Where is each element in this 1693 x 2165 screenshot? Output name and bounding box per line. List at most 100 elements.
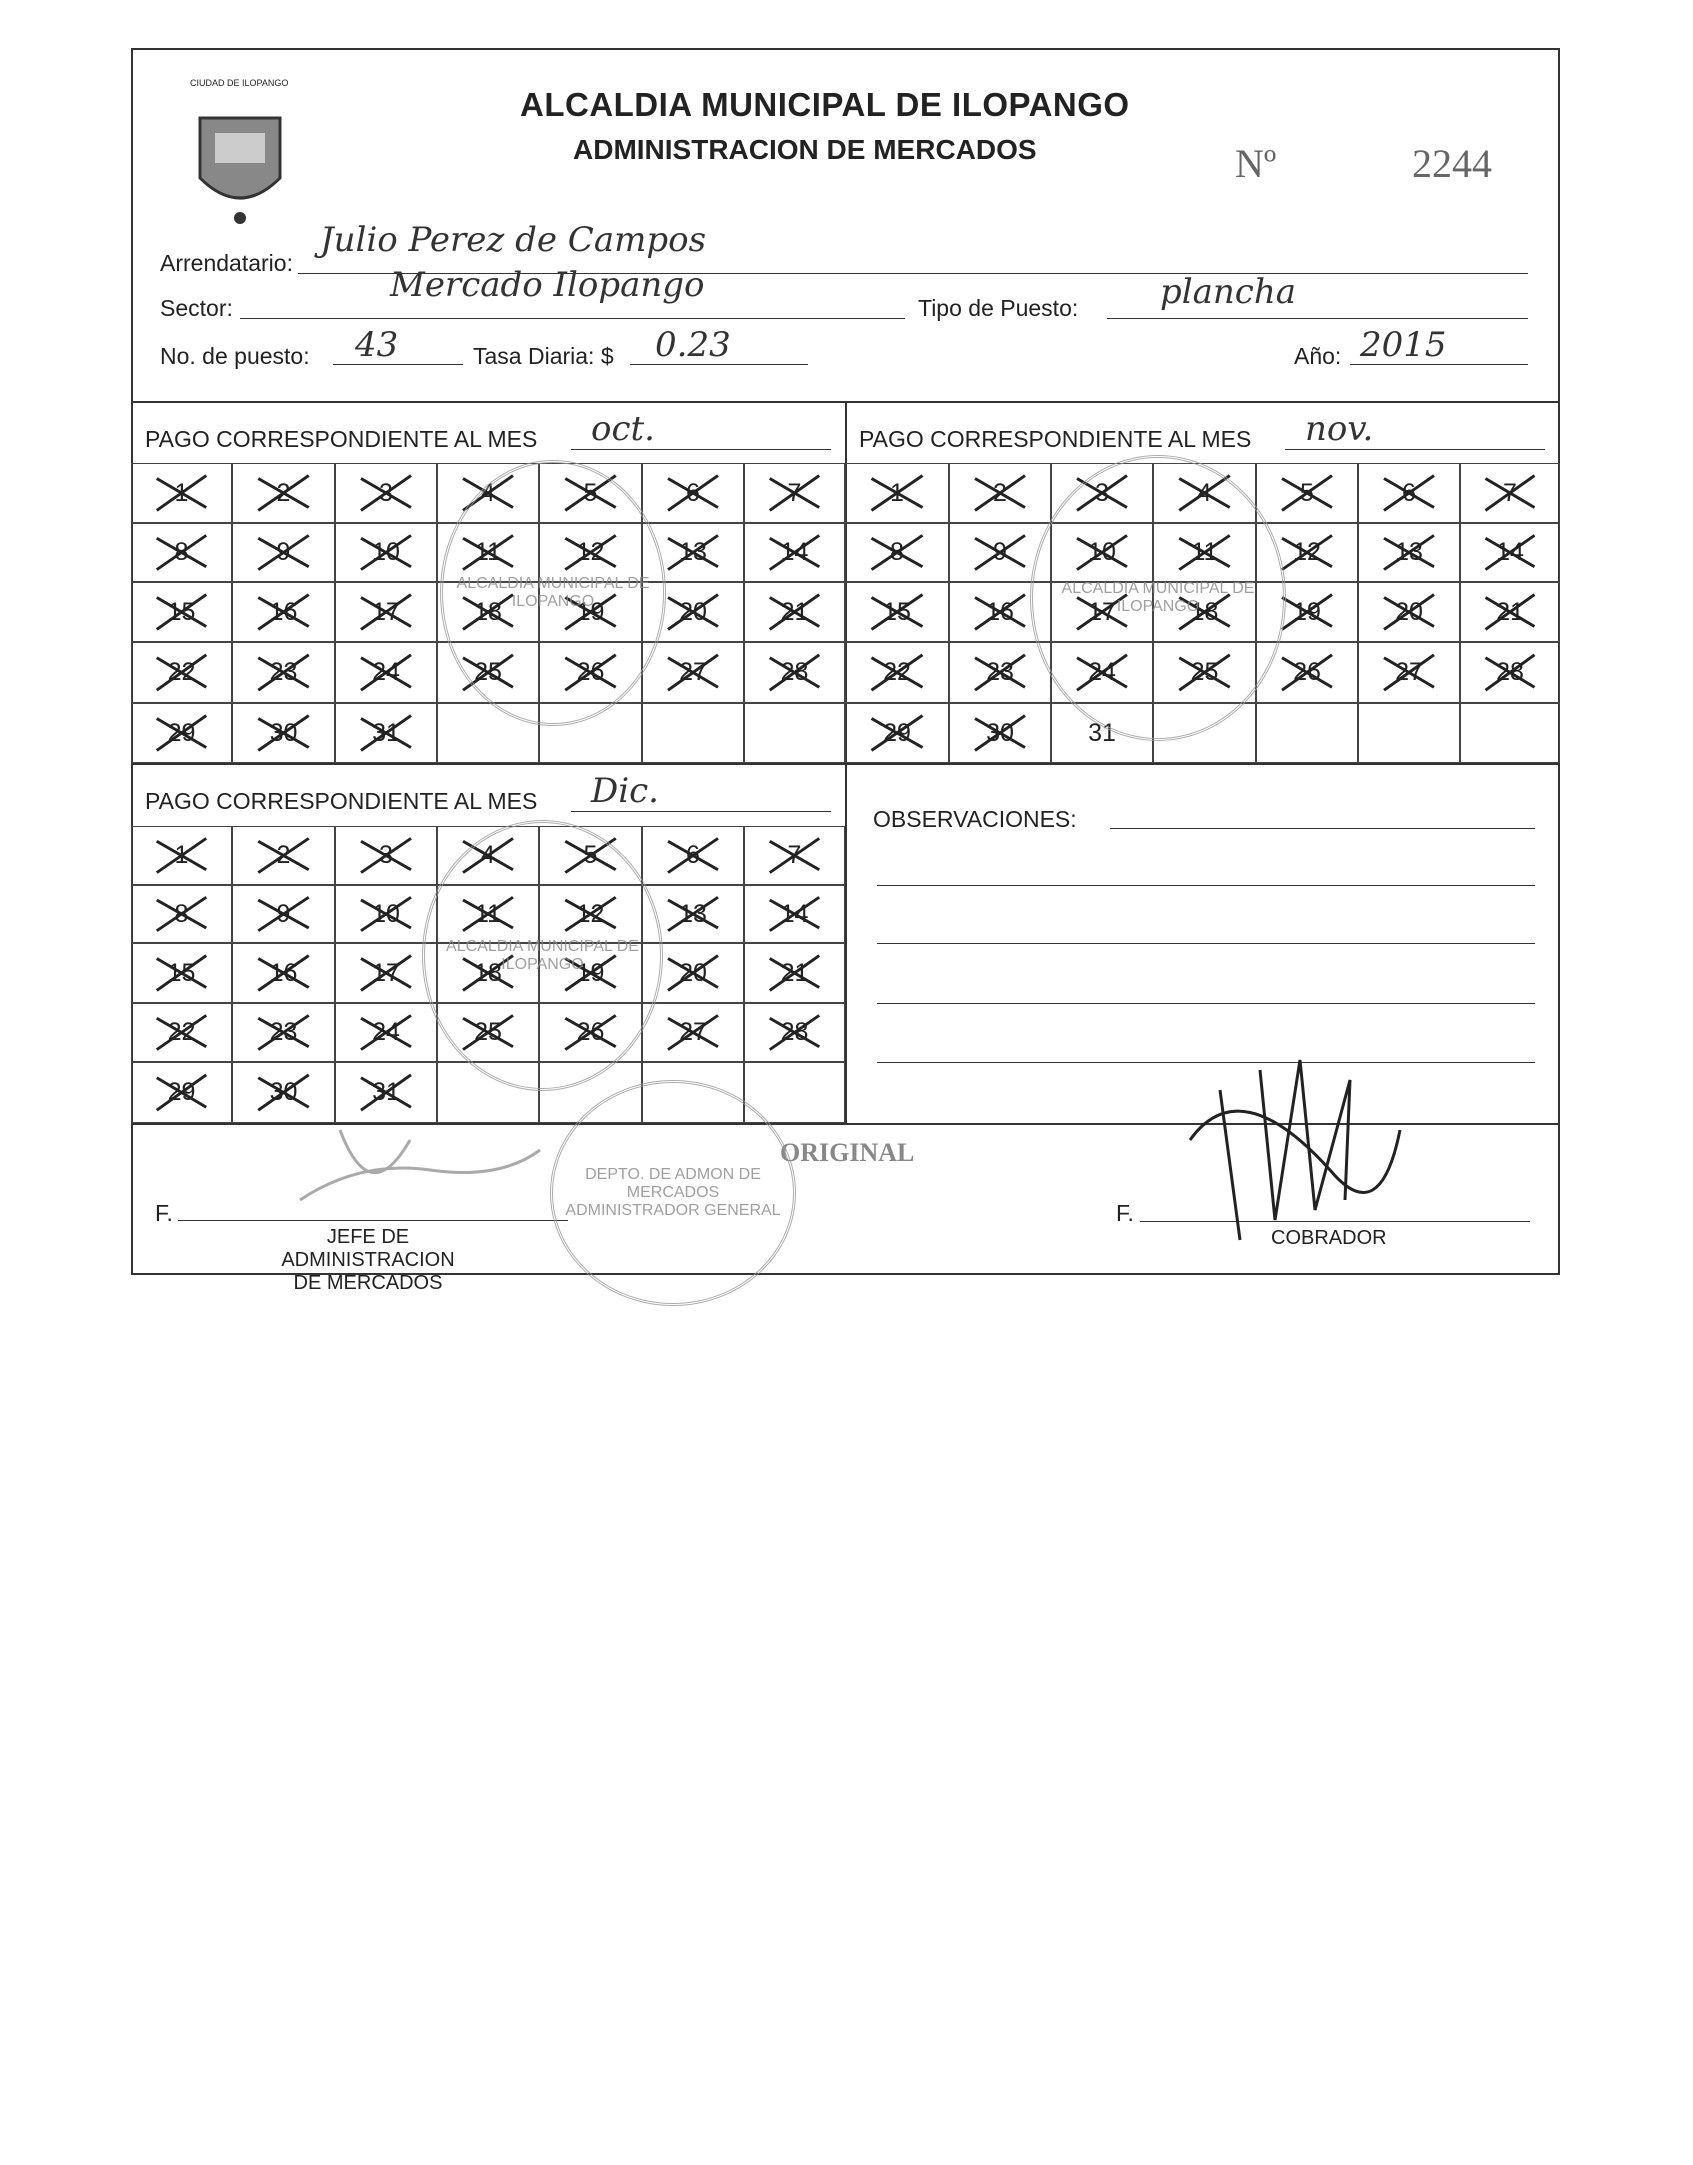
paid-cross-mark xyxy=(155,896,208,932)
day-cell-oct[interactable]: 22 xyxy=(131,642,232,703)
paid-cross-mark xyxy=(974,474,1026,512)
day-cell-nov[interactable]: 26 xyxy=(1256,642,1358,703)
day-cell-nov[interactable]: 28 xyxy=(1460,642,1560,703)
day-cell-dic[interactable]: 23 xyxy=(232,1003,335,1062)
day-cell-dic[interactable]: 27 xyxy=(642,1003,744,1062)
sector-label: Sector: xyxy=(160,295,233,321)
day-cell-oct[interactable] xyxy=(744,703,845,763)
day-cell-nov[interactable]: 13 xyxy=(1358,523,1460,582)
paid-cross-mark xyxy=(667,896,719,932)
day-cell-dic[interactable]: 16 xyxy=(232,943,335,1003)
tipo-field[interactable]: plancha xyxy=(1160,272,1297,312)
day-cell-dic[interactable]: 29 xyxy=(131,1062,232,1123)
day-cell-dic[interactable]: 22 xyxy=(131,1003,232,1062)
anio-field[interactable]: 2015 xyxy=(1360,325,1447,365)
stamp-municipal-nov: ALCALDIA MUNICIPAL DE ILOPANGO xyxy=(1030,455,1286,741)
day-cell-dic[interactable]: 21 xyxy=(744,943,845,1003)
original-watermark: ORIGINAL xyxy=(780,1138,915,1167)
paid-cross-mark xyxy=(155,1014,208,1051)
puesto-label: No. de puesto: xyxy=(160,343,310,369)
day-cell-dic[interactable]: 10 xyxy=(335,885,437,943)
day-cell-nov[interactable]: 6 xyxy=(1358,463,1460,523)
paid-cross-mark xyxy=(1484,593,1536,631)
day-cell-oct[interactable]: 3 xyxy=(335,463,437,523)
day-cell-nov[interactable]: 20 xyxy=(1358,582,1460,642)
day-cell-oct[interactable]: 14 xyxy=(744,523,845,582)
day-cell-oct[interactable]: 24 xyxy=(335,642,437,703)
day-cell-nov[interactable]: 12 xyxy=(1256,523,1358,582)
day-cell-oct[interactable]: 21 xyxy=(744,582,845,642)
day-cell-nov[interactable]: 16 xyxy=(949,582,1051,642)
day-cell-nov[interactable]: 14 xyxy=(1460,523,1560,582)
day-cell-oct[interactable]: 17 xyxy=(335,582,437,642)
day-cell-oct[interactable]: 1 xyxy=(131,463,232,523)
day-cell-oct[interactable]: 15 xyxy=(131,582,232,642)
day-cell-nov[interactable]: 15 xyxy=(845,582,949,642)
day-cell-oct[interactable]: 7 xyxy=(744,463,845,523)
day-cell-oct[interactable]: 2 xyxy=(232,463,335,523)
day-cell-nov[interactable] xyxy=(1256,703,1358,763)
day-cell-oct[interactable]: 16 xyxy=(232,582,335,642)
day-cell-oct[interactable]: 30 xyxy=(232,703,335,763)
day-cell-oct[interactable]: 29 xyxy=(131,703,232,763)
day-cell-nov[interactable]: 22 xyxy=(845,642,949,703)
day-cell-dic[interactable] xyxy=(744,1062,845,1123)
day-cell-nov[interactable]: 5 xyxy=(1256,463,1358,523)
day-cell-oct[interactable]: 20 xyxy=(642,582,744,642)
day-cell-dic[interactable]: 15 xyxy=(131,943,232,1003)
day-cell-nov[interactable]: 1 xyxy=(845,463,949,523)
arrendatario-field[interactable]: Julio Perez de Campos xyxy=(320,220,707,260)
day-cell-dic[interactable]: 14 xyxy=(744,885,845,943)
day-cell-nov[interactable]: 8 xyxy=(845,523,949,582)
paid-cross-mark xyxy=(155,593,208,631)
paid-cross-mark xyxy=(360,714,412,752)
paid-cross-mark xyxy=(1383,534,1435,571)
seal-text: CIUDAD DE ILOPANGO xyxy=(190,78,289,88)
paid-cross-mark xyxy=(1383,474,1435,512)
stamp-admin-text: ADMINISTRADOR GENERAL xyxy=(565,1202,781,1219)
day-cell-dic[interactable]: 7 xyxy=(744,826,845,885)
day-cell-dic[interactable]: 13 xyxy=(642,885,744,943)
month-value-nov[interactable]: nov. xyxy=(1305,409,1374,449)
tasa-field[interactable]: 0.23 xyxy=(655,325,731,365)
day-cell-nov[interactable]: 7 xyxy=(1460,463,1560,523)
day-cell-oct[interactable]: 13 xyxy=(642,523,744,582)
day-cell-oct[interactable]: 27 xyxy=(642,642,744,703)
day-cell-dic[interactable]: 2 xyxy=(232,826,335,885)
day-cell-nov[interactable]: 9 xyxy=(949,523,1051,582)
day-cell-nov[interactable]: 23 xyxy=(949,642,1051,703)
day-cell-oct[interactable]: 28 xyxy=(744,642,845,703)
day-cell-oct[interactable] xyxy=(437,703,539,763)
day-cell-dic[interactable]: 31 xyxy=(335,1062,437,1123)
day-cell-nov[interactable]: 30 xyxy=(949,703,1051,763)
day-cell-dic[interactable]: 9 xyxy=(232,885,335,943)
day-cell-nov[interactable]: 29 xyxy=(845,703,949,763)
day-cell-dic[interactable]: 6 xyxy=(642,826,744,885)
day-cell-oct[interactable]: 9 xyxy=(232,523,335,582)
paid-cross-mark xyxy=(155,714,208,752)
day-cell-dic[interactable]: 8 xyxy=(131,885,232,943)
day-cell-nov[interactable]: 2 xyxy=(949,463,1051,523)
day-cell-oct[interactable]: 23 xyxy=(232,642,335,703)
day-cell-oct[interactable] xyxy=(642,703,744,763)
day-cell-nov[interactable]: 27 xyxy=(1358,642,1460,703)
day-cell-oct[interactable]: 10 xyxy=(335,523,437,582)
month-value-oct[interactable]: oct. xyxy=(591,409,655,449)
day-cell-dic[interactable]: 28 xyxy=(744,1003,845,1062)
day-cell-dic[interactable]: 24 xyxy=(335,1003,437,1062)
sector-field[interactable]: Mercado Ilopango xyxy=(390,265,705,305)
day-cell-oct[interactable]: 6 xyxy=(642,463,744,523)
day-cell-dic[interactable]: 1 xyxy=(131,826,232,885)
day-cell-dic[interactable]: 3 xyxy=(335,826,437,885)
day-cell-nov[interactable] xyxy=(1460,703,1560,763)
month-value-dic[interactable]: Dic. xyxy=(591,771,659,811)
day-cell-dic[interactable]: 30 xyxy=(232,1062,335,1123)
observaciones-label: OBSERVACIONES: xyxy=(873,806,1077,832)
day-cell-oct[interactable]: 8 xyxy=(131,523,232,582)
puesto-field[interactable]: 43 xyxy=(355,325,399,365)
day-cell-oct[interactable]: 31 xyxy=(335,703,437,763)
day-cell-nov[interactable]: 21 xyxy=(1460,582,1560,642)
day-cell-nov[interactable] xyxy=(1358,703,1460,763)
stamp-depto-text: DEPTO. DE ADMON DE MERCADOS xyxy=(585,1166,761,1201)
